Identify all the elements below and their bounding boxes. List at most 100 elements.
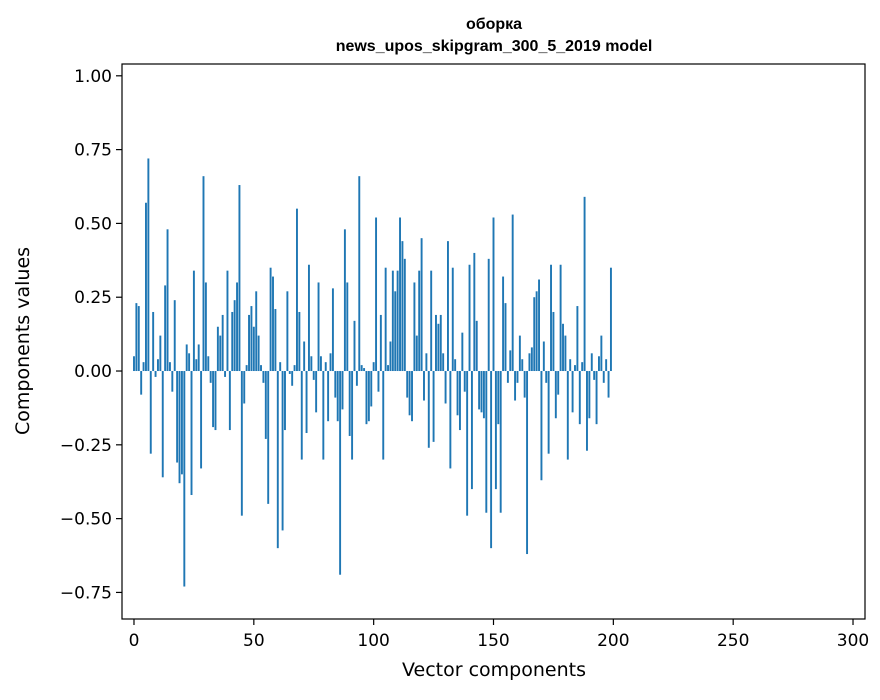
bar-component-133 <box>451 267 454 372</box>
bar-component-7 <box>149 371 152 454</box>
bar-component-154 <box>502 276 505 372</box>
bar-component-37 <box>221 314 224 372</box>
bar-component-182 <box>569 359 572 372</box>
bar-component-147 <box>485 371 488 513</box>
bar-component-46 <box>243 371 246 404</box>
bar-component-116 <box>411 371 413 422</box>
bar-component-28 <box>200 371 203 469</box>
bar-component-112 <box>401 241 404 372</box>
bar-component-6 <box>147 158 150 372</box>
bar-component-162 <box>521 359 524 372</box>
bar-component-124 <box>430 270 433 372</box>
bar-component-68 <box>296 208 298 372</box>
bar-component-158 <box>511 214 514 372</box>
bar-component-129 <box>442 353 445 372</box>
x-tick-label: 0 <box>129 631 140 651</box>
bar-component-106 <box>387 365 389 372</box>
bar-component-73 <box>307 264 310 372</box>
bar-component-175 <box>552 311 555 372</box>
bar-component-96 <box>363 368 366 372</box>
bar-component-136 <box>458 371 461 431</box>
bar-component-89 <box>346 282 349 372</box>
bar-component-72 <box>305 371 308 434</box>
bar-component-9 <box>154 371 157 377</box>
bar-component-173 <box>547 371 550 454</box>
bar-component-45 <box>240 371 243 516</box>
y-axis-label: Components values <box>12 247 34 435</box>
bar-component-122 <box>425 353 428 372</box>
bar-component-97 <box>365 371 368 425</box>
bar-component-87 <box>341 371 344 410</box>
bar-component-90 <box>348 371 351 436</box>
bar-component-180 <box>564 335 567 372</box>
x-tick-label: 300 <box>837 631 869 651</box>
bar-component-120 <box>420 238 423 372</box>
y-tick-label: −0.50 <box>60 510 112 530</box>
bar-component-185 <box>576 306 579 372</box>
bar-component-35 <box>216 326 219 372</box>
bar-component-17 <box>173 300 176 372</box>
bar-component-103 <box>379 314 382 372</box>
bar-component-49 <box>250 306 253 372</box>
bar-component-196 <box>602 371 605 383</box>
bar-component-108 <box>391 270 394 372</box>
x-tick-label: 150 <box>477 631 509 651</box>
bar-component-21 <box>183 371 186 587</box>
bar-component-4 <box>142 362 145 372</box>
bar-component-40 <box>228 371 231 431</box>
y-tick-label: −0.25 <box>60 436 112 456</box>
bar-component-193 <box>595 371 598 425</box>
bar-component-20 <box>180 371 183 475</box>
bar-component-165 <box>528 353 531 372</box>
bar-component-121 <box>423 371 425 401</box>
bar-component-178 <box>559 264 562 372</box>
bar-component-135 <box>456 371 459 416</box>
bar-component-176 <box>554 371 557 419</box>
bar-component-63 <box>284 371 286 431</box>
bar-component-31 <box>207 356 210 372</box>
bar-component-84 <box>334 371 337 398</box>
bar-component-141 <box>470 371 473 490</box>
bar-component-117 <box>413 282 416 372</box>
bar-component-100 <box>372 362 375 372</box>
bar-component-58 <box>272 276 274 372</box>
bar-component-61 <box>279 362 282 372</box>
bar-component-27 <box>197 344 200 372</box>
bar-component-8 <box>152 311 155 372</box>
y-tick-label: 0.25 <box>74 288 112 308</box>
chart-title-line-2: news_upos_skipgram_300_5_2019 model <box>336 38 653 55</box>
bar-component-30 <box>204 282 207 372</box>
x-tick-label: 250 <box>717 631 749 651</box>
bar-component-171 <box>542 341 545 372</box>
bar-component-67 <box>293 365 296 372</box>
bar-component-38 <box>224 371 227 377</box>
y-tick-label: 0.00 <box>74 362 112 382</box>
bar-component-131 <box>447 241 449 372</box>
bar-component-139 <box>466 371 469 516</box>
bar-component-86 <box>339 371 342 575</box>
bar-component-53 <box>260 365 262 372</box>
bar-component-56 <box>267 371 270 504</box>
x-axis-label: Vector components <box>402 659 586 681</box>
bar-component-179 <box>562 323 564 372</box>
bar-component-91 <box>351 371 354 460</box>
bar-component-125 <box>432 371 435 442</box>
bar-component-32 <box>209 371 212 383</box>
bar-component-134 <box>454 359 457 372</box>
bar-component-195 <box>600 335 603 372</box>
bar-component-163 <box>523 371 526 398</box>
bar-component-24 <box>190 371 193 496</box>
bar-component-36 <box>219 335 222 372</box>
bar-component-79 <box>322 371 325 460</box>
bar-component-42 <box>233 300 236 372</box>
bar-component-16 <box>171 371 174 392</box>
bar-component-12 <box>161 371 164 478</box>
bar-component-118 <box>415 335 418 372</box>
bar-component-54 <box>262 371 265 383</box>
bar-component-128 <box>439 314 442 372</box>
bar-component-34 <box>214 371 217 431</box>
bar-component-41 <box>231 311 234 372</box>
bar-component-2 <box>137 306 140 372</box>
bar-component-174 <box>550 264 552 372</box>
